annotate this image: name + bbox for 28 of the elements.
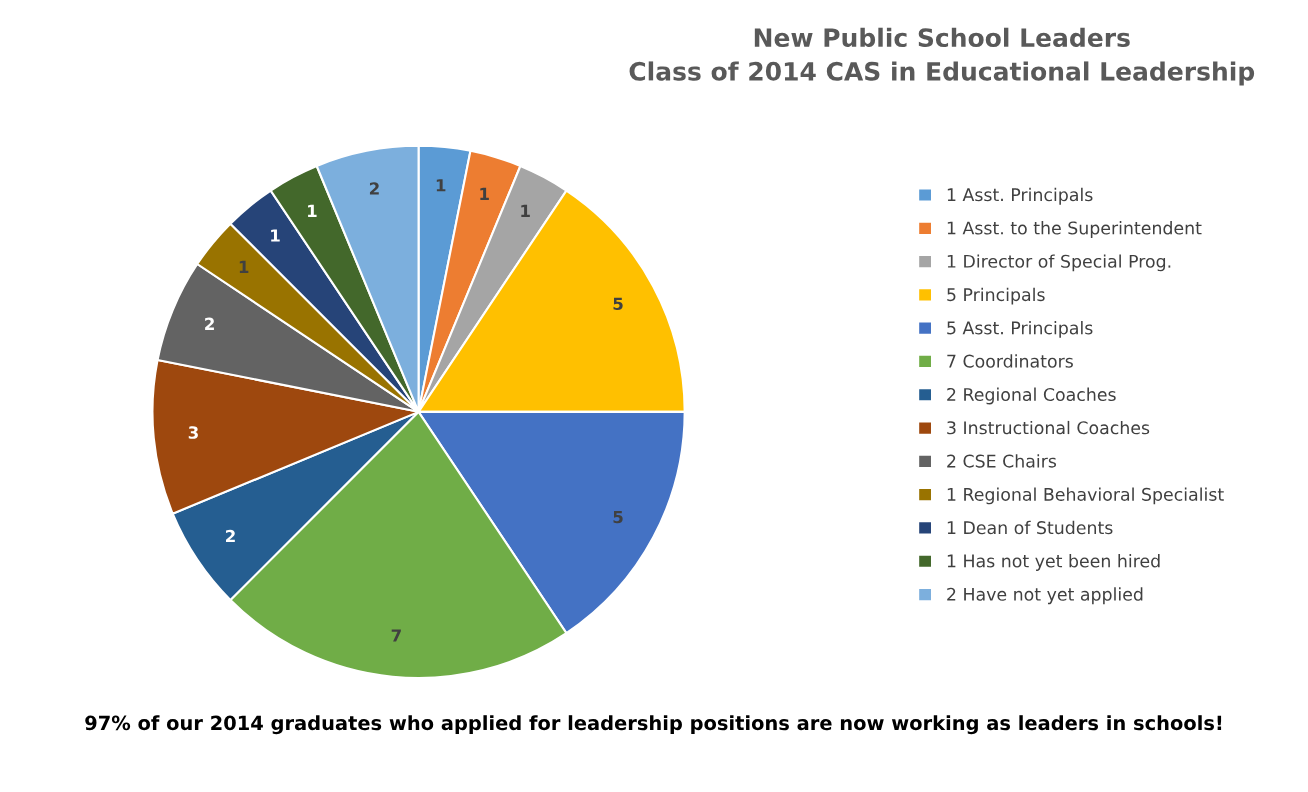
data-label: 1 bbox=[271, 229, 280, 242]
data-label: 2 bbox=[369, 182, 379, 195]
data-label: 1 bbox=[308, 204, 317, 217]
data-label: 5 bbox=[613, 297, 623, 311]
legend-label: 1 Has not yet been hired bbox=[947, 554, 1160, 571]
legend-label: 2 CSE Chairs bbox=[947, 454, 1057, 468]
legend-label: 5 Asst. Principals bbox=[947, 321, 1093, 338]
legend-label: 1 Dean of Students bbox=[947, 520, 1113, 535]
legend-label: 5 Principals bbox=[947, 287, 1045, 305]
data-label: 5 bbox=[613, 510, 623, 524]
text: 97% of our 2014 graduates who applied for leadership positions are now working as leaders in schools! bbox=[85, 715, 1222, 735]
legend-label: 2 Regional Coaches bbox=[947, 387, 1116, 405]
data-label: 2 bbox=[226, 529, 235, 543]
data-label: 1 bbox=[521, 204, 530, 217]
data-label: 1 bbox=[480, 187, 489, 200]
data-label: 1 bbox=[436, 179, 446, 192]
data-label: 7 bbox=[391, 629, 401, 642]
legend-label: 1 Director of Special Prog. bbox=[947, 254, 1171, 272]
legend-label: 1 Asst. Principals bbox=[947, 187, 1093, 205]
legend-label: 1 Asst. to the Superintendent bbox=[947, 221, 1202, 238]
chart-title: New Public School Leaders Class of 2014 CAS in Educational Leadership bbox=[629, 27, 1255, 86]
legend-label: 2 Have not yet applied bbox=[947, 587, 1143, 605]
legend-label: 7 Coordinators bbox=[947, 354, 1073, 368]
data-label: 1 bbox=[239, 260, 249, 273]
data-label: 2 bbox=[205, 317, 214, 330]
legend-label: 3 Instructional Coaches bbox=[947, 420, 1150, 435]
data-label: 3 bbox=[188, 426, 198, 439]
legend-label: 1 Regional Behavioral Specialist bbox=[947, 487, 1224, 505]
